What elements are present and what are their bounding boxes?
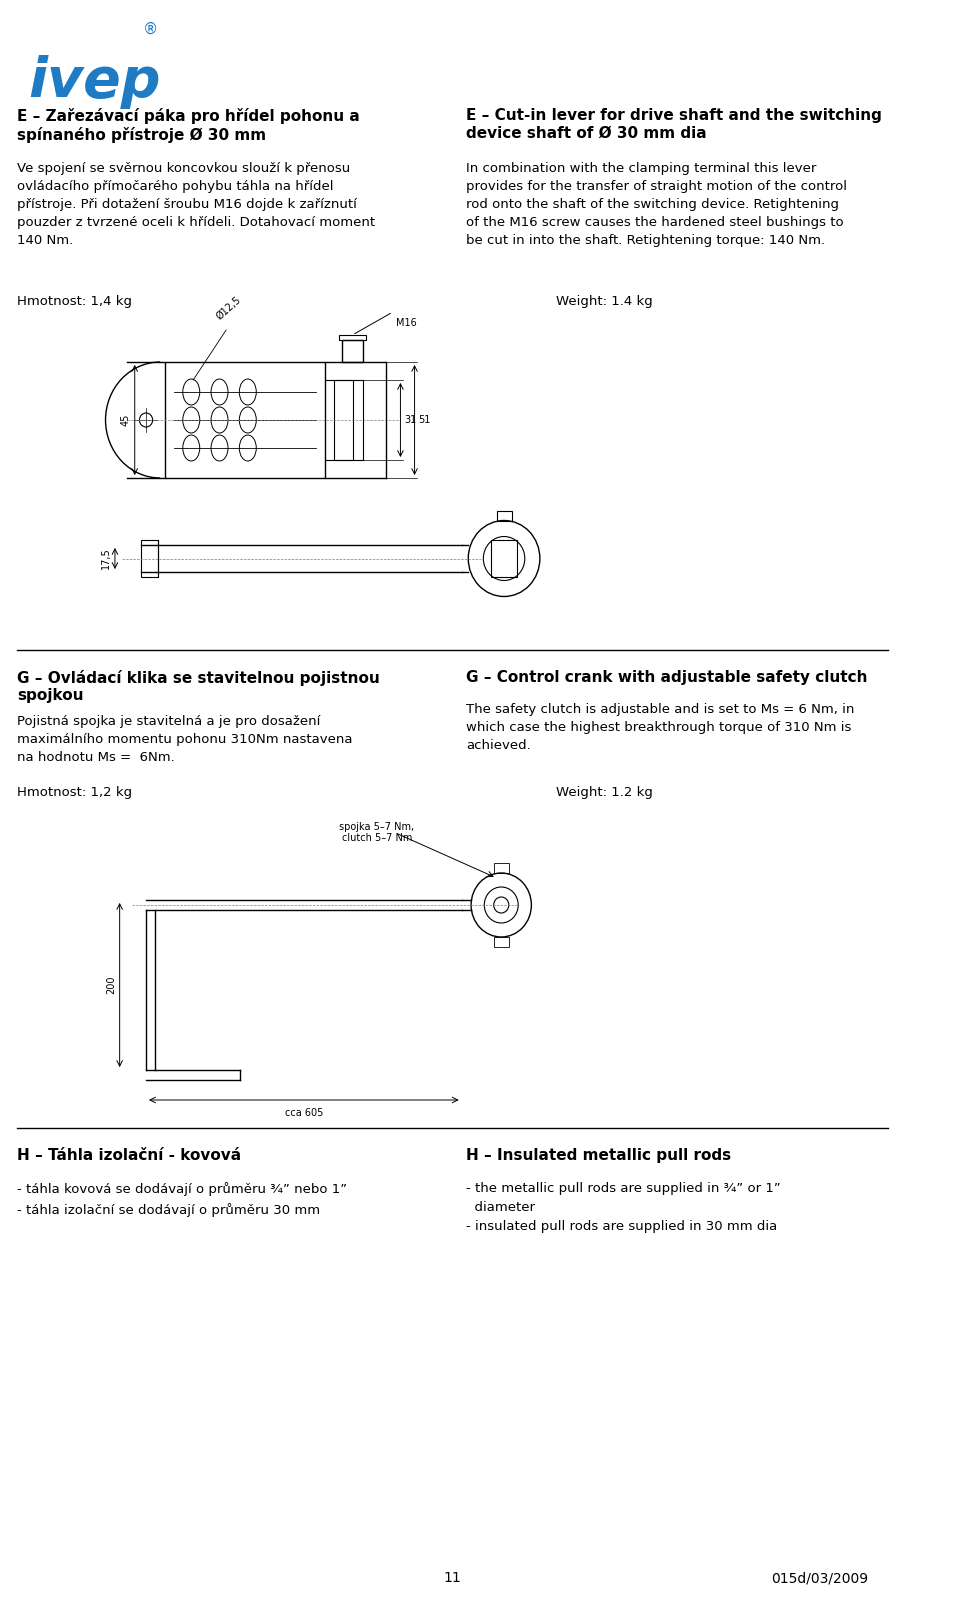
Text: E – Zařezávací páka pro hřídel pohonu a
spínaného přístroje Ø 30 mm: E – Zařezávací páka pro hřídel pohonu a … — [17, 107, 360, 143]
Bar — [491, 541, 517, 577]
Bar — [141, 541, 158, 577]
Text: - táhla kovová se dodávají o průměru ¾” nebo 1”
- táhla izolační se dodávají o p: - táhla kovová se dodávají o průměru ¾” … — [17, 1182, 348, 1216]
Text: Hmotnost: 1,4 kg: Hmotnost: 1,4 kg — [17, 295, 132, 308]
Text: G – Control crank with adjustable safety clutch: G – Control crank with adjustable safety… — [467, 670, 868, 685]
Text: The safety clutch is adjustable and is set to Ms = 6 Nm, in
which case the highe: The safety clutch is adjustable and is s… — [467, 703, 854, 752]
Text: Pojistná spojka je stavitelná a je pro dosažení
maximálního momentu pohonu 310Nm: Pojistná spojka je stavitelná a je pro d… — [17, 715, 352, 764]
Text: H – Insulated metallic pull rods: H – Insulated metallic pull rods — [467, 1148, 732, 1163]
Text: H – Táhla izolační - kovová: H – Táhla izolační - kovová — [17, 1148, 241, 1163]
Text: 11: 11 — [444, 1570, 461, 1585]
Bar — [165, 363, 325, 478]
Bar — [496, 510, 512, 521]
Text: M16: M16 — [396, 318, 417, 327]
Bar — [339, 335, 366, 340]
Text: ®: ® — [143, 22, 158, 37]
Text: spojka 5–7 Nm,: spojka 5–7 Nm, — [339, 821, 415, 832]
Text: Hmotnost: 1,2 kg: Hmotnost: 1,2 kg — [17, 786, 132, 799]
Text: Weight: 1.2 kg: Weight: 1.2 kg — [556, 786, 653, 799]
Text: Weight: 1.4 kg: Weight: 1.4 kg — [556, 295, 653, 308]
Bar — [493, 863, 509, 873]
Bar — [342, 340, 363, 363]
Text: cca 605: cca 605 — [285, 1108, 324, 1118]
Text: 45: 45 — [121, 414, 131, 427]
Text: 51: 51 — [419, 415, 431, 425]
Bar — [493, 937, 509, 946]
Text: Ø12,5: Ø12,5 — [215, 295, 243, 322]
Text: 31: 31 — [404, 415, 417, 425]
Text: 015d/03/2009: 015d/03/2009 — [771, 1570, 868, 1585]
Text: 17,5: 17,5 — [101, 547, 111, 569]
Text: G – Ovládací klika se stavitelnou pojistnou
spojkou: G – Ovládací klika se stavitelnou pojist… — [17, 670, 380, 704]
Text: 200: 200 — [106, 975, 116, 994]
Text: Ve spojení se svěrnou koncovkou slouží k přenosu
ovládacího přímočarého pohybu t: Ve spojení se svěrnou koncovkou slouží k… — [17, 162, 375, 247]
Bar — [334, 380, 353, 460]
Text: - the metallic pull rods are supplied in ¾” or 1”
  diameter
- insulated pull ro: - the metallic pull rods are supplied in… — [467, 1182, 781, 1233]
Text: E – Cut-in lever for drive shaft and the switching
device shaft of Ø 30 mm dia: E – Cut-in lever for drive shaft and the… — [467, 107, 882, 141]
Text: clutch 5–7 Nm: clutch 5–7 Nm — [342, 832, 412, 844]
Text: ivep: ivep — [28, 55, 160, 109]
Text: In combination with the clamping terminal this lever
provides for the transfer o: In combination with the clamping termina… — [467, 162, 848, 247]
